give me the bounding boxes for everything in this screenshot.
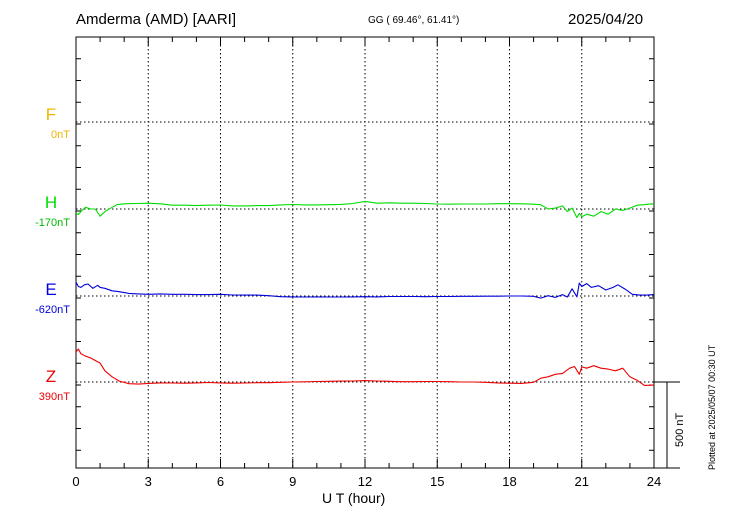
channel-h-letter: H [44, 193, 58, 212]
channel-z-letter: Z [45, 367, 57, 386]
x-axis-label: U T (hour) [322, 490, 386, 506]
channel-z-baseline: 390nT [38, 391, 70, 403]
station-title: Amderma (AMD) [AARI] [76, 11, 237, 28]
channel-h-baseline: -170nT [35, 217, 70, 229]
scale-bar-label: 500 nT [674, 412, 686, 447]
series-line-h [75, 200, 655, 219]
series-line-e [75, 281, 655, 299]
tick-layer: 0 3 6 9 12 15 18 21 24 [72, 36, 661, 489]
series-layer [75, 200, 655, 386]
x-tick-label: 9 [289, 474, 296, 489]
channel-e-letter: E [45, 280, 57, 299]
x-tick-label: 15 [430, 474, 444, 489]
channel-f-baseline: 0nT [51, 129, 70, 141]
series-line-z [75, 348, 655, 386]
date-label: 2025/04/20 [568, 11, 644, 28]
scale-bar [654, 381, 680, 469]
channel-e-baseline: -620nT [35, 304, 70, 316]
coordinates-label: GG ( 69.46°, 61.41°) [368, 15, 460, 26]
x-tick-label: 21 [575, 474, 589, 489]
grid-layer [76, 37, 654, 468]
x-tick-label: 3 [145, 474, 152, 489]
channel-f-letter: F [45, 105, 57, 124]
x-tick-label: 6 [217, 474, 224, 489]
x-tick-label: 12 [358, 474, 372, 489]
x-tick-label: 18 [502, 474, 516, 489]
x-tick-label: 0 [72, 474, 79, 489]
x-tick-label: 24 [647, 474, 661, 489]
plotted-timestamp: Plotted at 2025/05/07 00:30 UT [707, 344, 717, 470]
